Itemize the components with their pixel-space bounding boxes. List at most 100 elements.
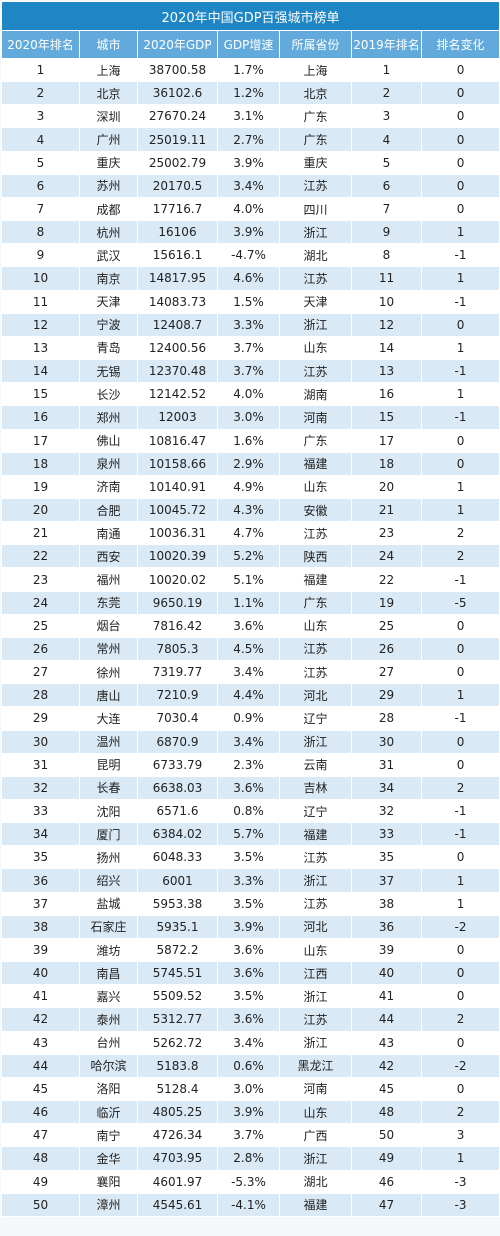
rank-2019-cell: 18 bbox=[351, 451, 422, 476]
table-row: 7 成都 17716.7 4.0% 四川 7 0 bbox=[1, 196, 500, 222]
rank-change-cell: 1 bbox=[420, 497, 500, 523]
province-cell: 江苏 bbox=[279, 636, 352, 662]
table-row: 25 烟台 7816.42 3.6% 山东 25 0 bbox=[1, 613, 500, 638]
table-row: 11 天津 14083.73 1.5% 天津 10 -1 bbox=[1, 289, 500, 314]
header-gdp-2020: 2020年GDP bbox=[137, 30, 218, 59]
table-row: 46 临沂 4805.25 3.9% 山东 48 2 bbox=[1, 1100, 500, 1125]
rank-2019-cell: 1 bbox=[351, 57, 422, 83]
city-cell: 漳州 bbox=[79, 1192, 138, 1217]
province-cell: 福建 bbox=[279, 451, 352, 476]
gdp-2020-cell: 6001 bbox=[137, 868, 218, 893]
gdp-growth-cell: 4.0% bbox=[217, 382, 280, 407]
rank-change-cell: 2 bbox=[420, 1007, 500, 1032]
rank-change-cell: -3 bbox=[420, 1169, 500, 1194]
table-row: 28 唐山 7210.9 4.4% 河北 29 1 bbox=[1, 683, 500, 708]
province-cell: 北京 bbox=[279, 81, 352, 106]
rank-2019-cell: 33 bbox=[351, 822, 422, 847]
city-cell: 金华 bbox=[79, 1146, 138, 1171]
table-row: 10 南京 14817.95 4.6% 江苏 11 1 bbox=[1, 266, 500, 291]
rank-change-cell: -1 bbox=[420, 798, 500, 824]
province-cell: 吉林 bbox=[279, 775, 352, 801]
gdp-growth-cell: 3.6% bbox=[217, 1007, 280, 1032]
gdp-growth-cell: 3.5% bbox=[217, 984, 280, 1009]
gdp-2020-cell: 12003 bbox=[137, 405, 218, 430]
gdp-growth-cell: 3.7% bbox=[217, 359, 280, 384]
gdp-2020-cell: 7319.77 bbox=[137, 660, 218, 685]
rank-2020-cell: 45 bbox=[1, 1076, 80, 1102]
table-header-row: 2020年排名 城市 2020年GDP GDP增速 所属省份 2019年排名 排… bbox=[1, 30, 500, 59]
table-row: 39 潍坊 5872.2 3.6% 山东 39 0 bbox=[1, 937, 500, 963]
province-cell: 广东 bbox=[279, 590, 352, 615]
rank-2020-cell: 37 bbox=[1, 891, 80, 916]
header-rank-2019: 2019年排名 bbox=[351, 30, 422, 59]
rank-2020-cell: 50 bbox=[1, 1192, 80, 1217]
rank-2019-cell: 6 bbox=[351, 173, 422, 198]
header-city: 城市 bbox=[79, 30, 138, 59]
rank-2020-cell: 41 bbox=[1, 984, 80, 1009]
rank-2020-cell: 26 bbox=[1, 636, 80, 662]
table-row: 14 无锡 12370.48 3.7% 江苏 13 -1 bbox=[1, 359, 500, 384]
rank-2020-cell: 38 bbox=[1, 914, 80, 939]
table-row: 3 深圳 27670.24 3.1% 广东 3 0 bbox=[1, 104, 500, 129]
province-cell: 辽宁 bbox=[279, 798, 352, 824]
city-cell: 厦门 bbox=[79, 822, 138, 847]
rank-change-cell: 0 bbox=[420, 984, 500, 1009]
province-cell: 湖北 bbox=[279, 1169, 352, 1194]
city-cell: 长沙 bbox=[79, 382, 138, 407]
gdp-2020-cell: 14083.73 bbox=[137, 289, 218, 314]
province-cell: 广东 bbox=[279, 127, 352, 152]
rank-change-cell: 2 bbox=[420, 544, 500, 569]
table-row: 18 泉州 10158.66 2.9% 福建 18 0 bbox=[1, 451, 500, 476]
province-cell: 河南 bbox=[279, 405, 352, 430]
table-row: 31 昆明 6733.79 2.3% 云南 31 0 bbox=[1, 752, 500, 777]
gdp-2020-cell: 6048.33 bbox=[137, 845, 218, 870]
rank-2019-cell: 16 bbox=[351, 382, 422, 407]
rank-change-cell: 0 bbox=[420, 613, 500, 638]
rank-2019-cell: 22 bbox=[351, 567, 422, 592]
province-cell: 上海 bbox=[279, 57, 352, 83]
rank-change-cell: 0 bbox=[420, 150, 500, 175]
province-cell: 安徽 bbox=[279, 497, 352, 523]
rank-change-cell: 0 bbox=[420, 752, 500, 777]
gdp-2020-cell: 10045.72 bbox=[137, 497, 218, 523]
table-row: 47 南宁 4726.34 3.7% 广西 50 3 bbox=[1, 1123, 500, 1148]
province-cell: 江苏 bbox=[279, 660, 352, 685]
gdp-2020-cell: 5935.1 bbox=[137, 914, 218, 939]
rank-2020-cell: 43 bbox=[1, 1030, 80, 1055]
rank-change-cell: 0 bbox=[420, 451, 500, 476]
rank-2019-cell: 23 bbox=[351, 521, 422, 546]
province-cell: 浙江 bbox=[279, 868, 352, 893]
table-row: 19 济南 10140.91 4.9% 山东 20 1 bbox=[1, 474, 500, 499]
rank-2020-cell: 12 bbox=[1, 312, 80, 337]
rank-2020-cell: 39 bbox=[1, 937, 80, 963]
gdp-2020-cell: 38700.58 bbox=[137, 57, 218, 83]
gdp-2020-cell: 5312.77 bbox=[137, 1007, 218, 1032]
rank-change-cell: 0 bbox=[420, 729, 500, 754]
gdp-growth-cell: 3.0% bbox=[217, 1076, 280, 1102]
rank-2020-cell: 34 bbox=[1, 822, 80, 847]
gdp-growth-cell: 1.7% bbox=[217, 57, 280, 83]
city-cell: 大连 bbox=[79, 706, 138, 731]
rank-2020-cell: 35 bbox=[1, 845, 80, 870]
province-cell: 浙江 bbox=[279, 312, 352, 337]
province-cell: 福建 bbox=[279, 1192, 352, 1217]
city-cell: 泉州 bbox=[79, 451, 138, 476]
gdp-growth-cell: 1.1% bbox=[217, 590, 280, 615]
gdp-2020-cell: 6638.03 bbox=[137, 775, 218, 801]
rank-2020-cell: 46 bbox=[1, 1100, 80, 1125]
gdp-growth-cell: 4.6% bbox=[217, 266, 280, 291]
city-cell: 天津 bbox=[79, 289, 138, 314]
gdp-growth-cell: 2.8% bbox=[217, 1146, 280, 1171]
rank-2019-cell: 48 bbox=[351, 1100, 422, 1125]
province-cell: 黑龙江 bbox=[279, 1053, 352, 1078]
rank-2020-cell: 11 bbox=[1, 289, 80, 314]
rank-2019-cell: 2 bbox=[351, 81, 422, 106]
gdp-2020-cell: 27670.24 bbox=[137, 104, 218, 129]
rank-2019-cell: 42 bbox=[351, 1053, 422, 1078]
table-row: 32 长春 6638.03 3.6% 吉林 34 2 bbox=[1, 775, 500, 801]
city-cell: 盐城 bbox=[79, 891, 138, 916]
rank-2019-cell: 31 bbox=[351, 752, 422, 777]
rank-change-cell: 0 bbox=[420, 1076, 500, 1102]
gdp-2020-cell: 6870.9 bbox=[137, 729, 218, 754]
gdp-growth-cell: 5.2% bbox=[217, 544, 280, 569]
